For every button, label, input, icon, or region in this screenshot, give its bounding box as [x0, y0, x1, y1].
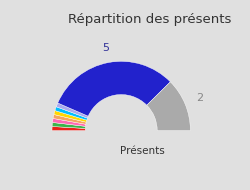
Wedge shape — [54, 111, 87, 122]
Text: Présents: Présents — [120, 146, 164, 156]
Wedge shape — [58, 61, 170, 116]
Wedge shape — [55, 107, 88, 120]
Text: Répartition des présents: Répartition des présents — [68, 13, 232, 26]
Wedge shape — [52, 123, 86, 128]
Wedge shape — [52, 118, 86, 126]
Wedge shape — [53, 115, 86, 124]
Text: 2: 2 — [196, 93, 203, 103]
Wedge shape — [147, 82, 190, 131]
Wedge shape — [52, 127, 85, 131]
Wedge shape — [56, 103, 88, 118]
Text: 5: 5 — [102, 43, 109, 53]
